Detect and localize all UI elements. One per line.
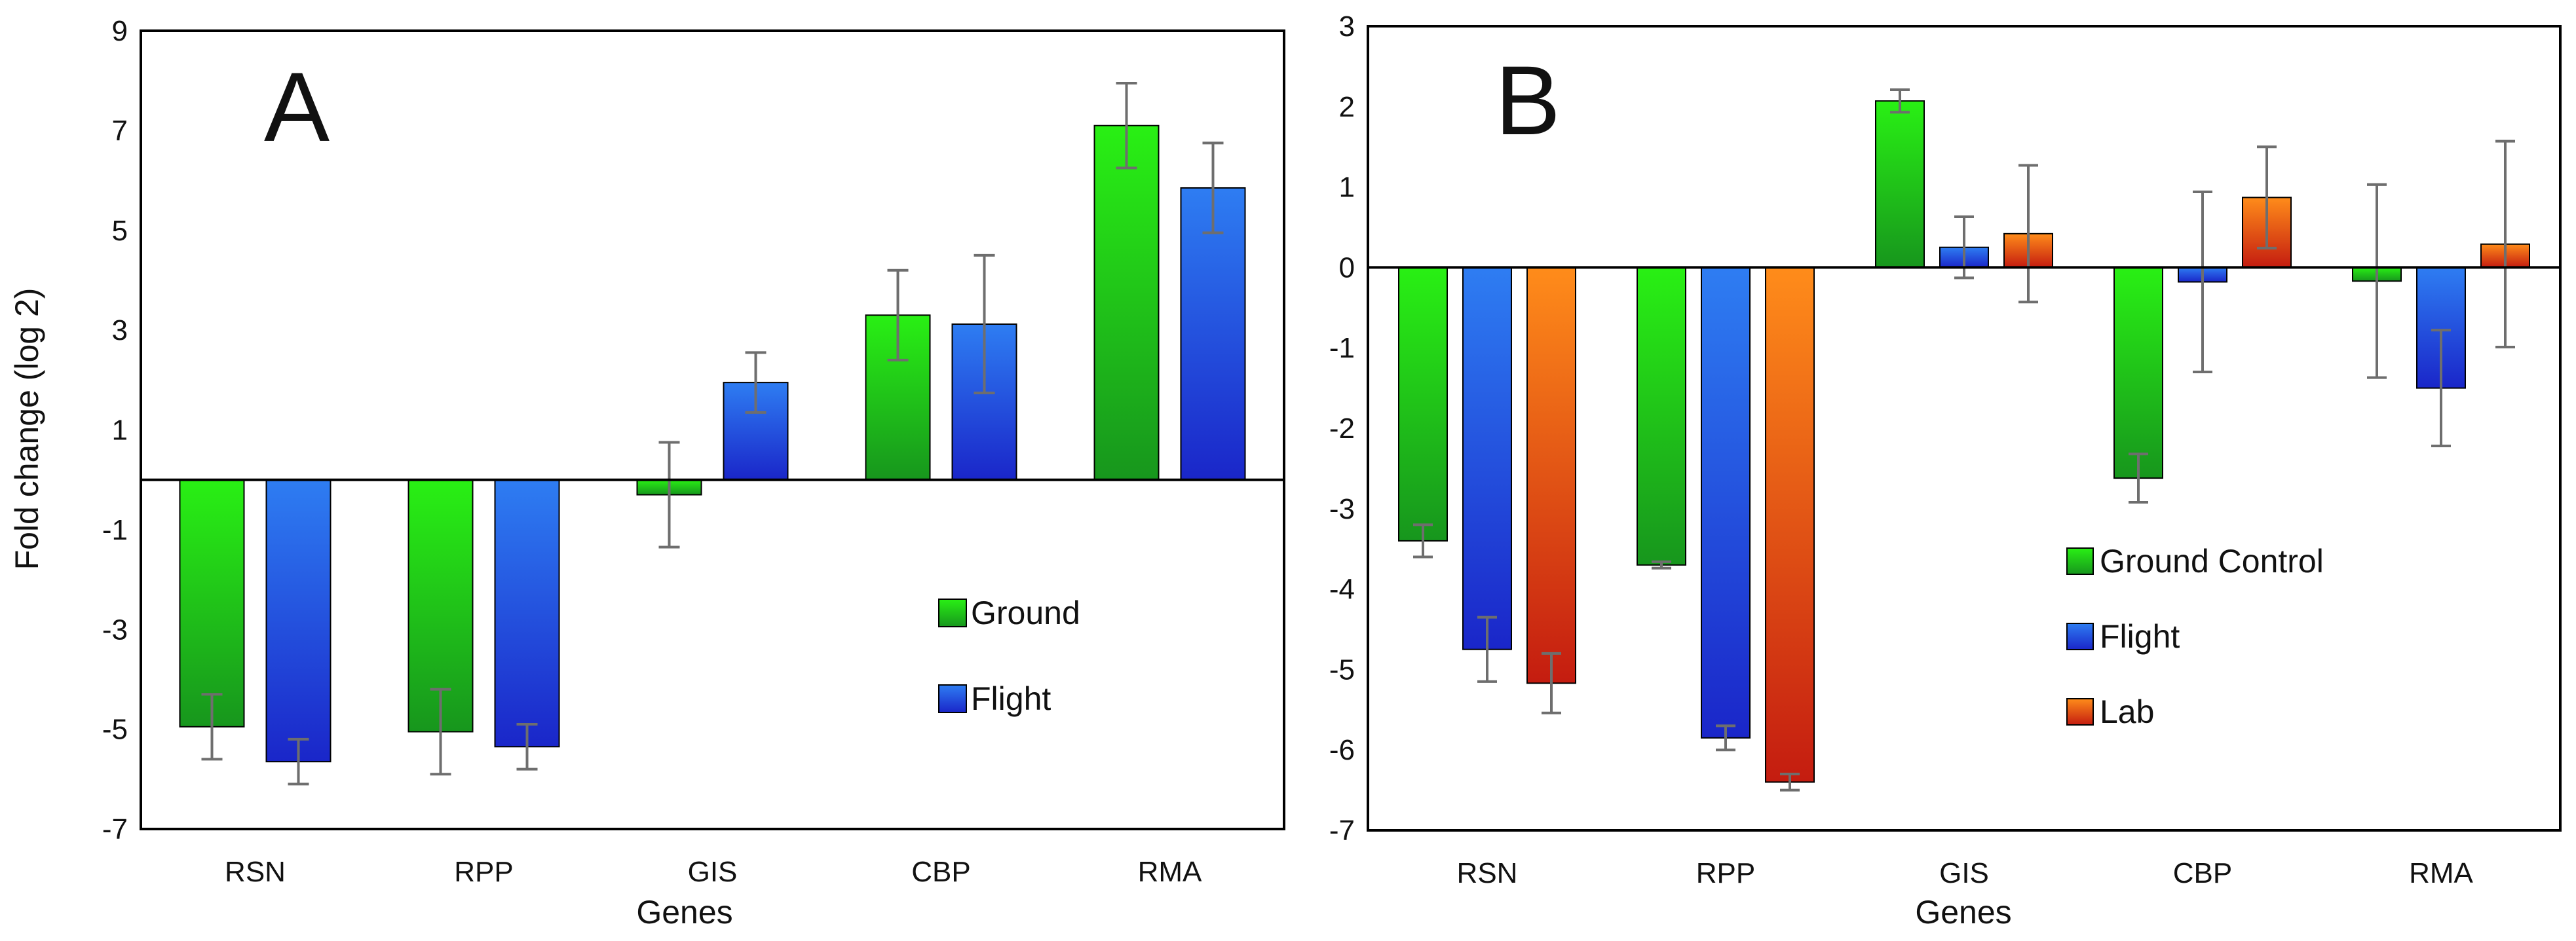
error-bar	[1780, 773, 1800, 792]
y-tick-label: 7	[112, 115, 128, 147]
error-bars-b	[1413, 88, 2515, 792]
error-bar	[658, 441, 680, 549]
bar-rsn-ground-control	[1398, 267, 1448, 542]
bar-rpp-ground-control	[1637, 267, 1686, 566]
bars-b	[1398, 100, 2530, 783]
bar-rpp-lab	[1765, 267, 1815, 783]
y-tick-label: -7	[1329, 815, 1355, 847]
legend-label-flight-b: Flight	[2100, 618, 2180, 655]
x-axis-title-a: Genes	[636, 894, 732, 931]
panel-label-b: B	[1495, 45, 1561, 155]
y-tick-label: -4	[1329, 574, 1355, 606]
x-tick-label: CBP	[911, 856, 970, 888]
y-tick-label: -5	[102, 714, 128, 746]
error-bar	[1413, 523, 1433, 559]
x-tick-labels-a: RSN RPP GIS CBP RMA	[225, 856, 1202, 888]
x-tick-label: RPP	[454, 856, 513, 888]
y-tick-label: -1	[102, 514, 128, 546]
legend-swatch-flight-b	[2066, 623, 2094, 650]
legend-swatch-lab	[2066, 698, 2094, 726]
legend-swatch-flight-a	[938, 684, 967, 713]
error-bar	[201, 693, 223, 761]
error-bar	[1202, 141, 1224, 234]
legend-label-lab: Lab	[2100, 693, 2154, 730]
y-tick-label: -3	[102, 614, 128, 646]
panel-label-a: A	[264, 52, 330, 162]
bar-rsn-flight	[1462, 267, 1512, 650]
error-bar	[887, 268, 909, 361]
y-tick-label: 9	[112, 15, 128, 47]
x-tick-label: GIS	[1939, 857, 1989, 889]
error-bar	[2193, 190, 2212, 374]
error-bar	[288, 737, 309, 786]
x-tick-label: RSN	[1457, 857, 1518, 889]
error-bar	[2495, 139, 2515, 348]
error-bar	[1652, 560, 1671, 570]
y-tick-labels-b: 3 2 1 0 -1 -2 -3 -4 -5 -6 -7	[1329, 10, 1355, 847]
error-bar	[1716, 724, 1735, 752]
y-axis-title-a: Fold change (log 2)	[9, 288, 45, 570]
y-tick-labels-a: 9 7 5 3 1 -1 -3 -5 -7	[102, 15, 128, 845]
error-bar	[1116, 81, 1137, 170]
x-tick-label: CBP	[2173, 857, 2232, 889]
x-tick-labels-b: RSN RPP GIS CBP RMA	[1457, 857, 2474, 889]
y-tick-label: 0	[1339, 251, 1355, 284]
error-bar	[745, 351, 767, 414]
x-axis-title-b: Genes	[1915, 894, 2011, 931]
bar-rsn-flight	[265, 479, 331, 763]
y-tick-label: 3	[112, 314, 128, 346]
bars-a	[179, 124, 1246, 763]
bar-rsn-lab	[1526, 267, 1576, 684]
chart-panel-b: B 3 2 1 0 -1 -2 -3 -4 -5 -6 -7 RSN RPP GIS CBP RMA Gen…	[1329, 10, 2562, 931]
error-bar	[1890, 88, 1910, 114]
legend-b: Ground Control Flight Lab	[2066, 543, 2324, 730]
plot-frame-a	[140, 29, 1285, 830]
error-bar	[1477, 616, 1497, 683]
x-tick-label: RSN	[225, 856, 286, 888]
y-tick-label: -2	[1329, 413, 1355, 445]
y-tick-label: -6	[1329, 734, 1355, 766]
bar-rpp-flight	[494, 479, 560, 748]
error-bar	[2257, 145, 2277, 249]
chart-panel-a: A 9 7 5 3 1 -1 -3 -5 -7 RSN RPP GIS CBP RMA Fold cha…	[9, 15, 1285, 931]
error-bar	[2129, 452, 2148, 504]
error-bar	[2431, 329, 2451, 448]
y-tick-label: 3	[1339, 10, 1355, 43]
y-tick-label: 1	[112, 415, 128, 447]
legend-label-ground: Ground	[971, 595, 1080, 631]
legend-a: Ground Flight	[938, 595, 1080, 717]
legend-swatch-ground-control	[2066, 547, 2094, 575]
x-tick-label: GIS	[688, 856, 738, 888]
plot-frame-b	[1367, 25, 2562, 832]
y-tick-label: -7	[102, 813, 128, 845]
error-bar	[1542, 652, 1561, 714]
error-bar	[2018, 164, 2038, 304]
bar-rpp-flight	[1701, 267, 1751, 739]
error-bar	[2367, 183, 2387, 379]
y-tick-label: -1	[1329, 332, 1355, 364]
error-bar	[430, 688, 451, 776]
y-tick-label: -3	[1329, 493, 1355, 525]
legend-swatch-ground	[938, 599, 967, 627]
y-tick-label: 2	[1339, 91, 1355, 123]
bar-rma-ground	[1093, 124, 1160, 481]
x-tick-label: RMA	[2409, 857, 2473, 889]
error-bars-a	[201, 81, 1224, 786]
bar-rsn-ground	[179, 479, 245, 728]
x-tick-label: RPP	[1696, 857, 1755, 889]
bar-cbp-ground-control	[2113, 267, 2163, 479]
legend-label-flight-a: Flight	[971, 680, 1051, 717]
error-bar	[516, 723, 538, 771]
x-tick-label: RMA	[1138, 856, 1202, 888]
error-bar	[974, 253, 995, 395]
legend-label-ground-control: Ground Control	[2100, 543, 2324, 580]
bar-gis-ground-control	[1875, 100, 1925, 268]
y-tick-label: 5	[112, 215, 128, 247]
y-tick-label: 1	[1339, 172, 1355, 204]
y-tick-label: -5	[1329, 654, 1355, 686]
